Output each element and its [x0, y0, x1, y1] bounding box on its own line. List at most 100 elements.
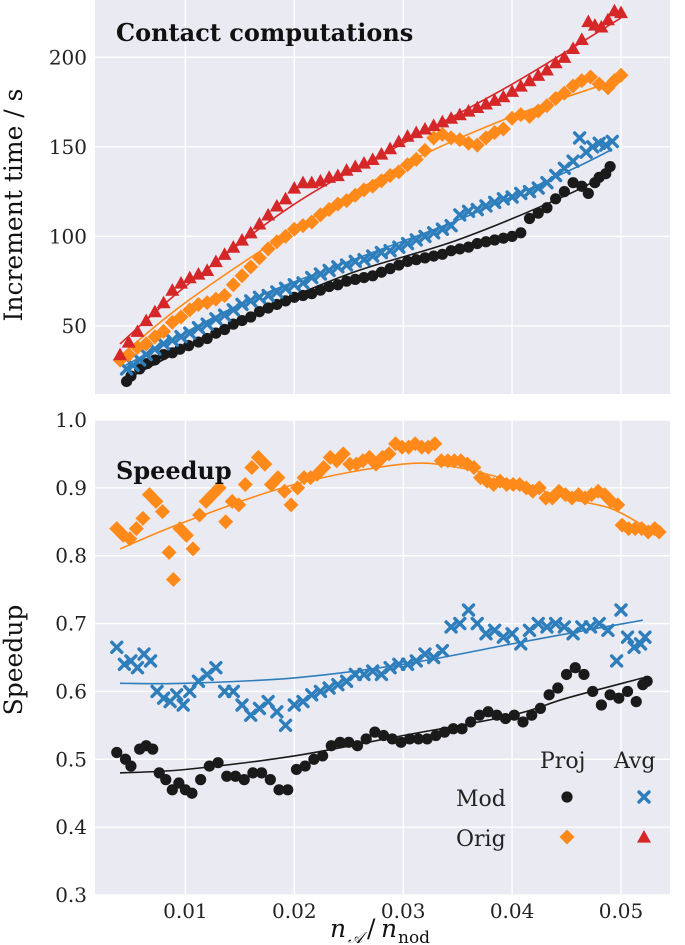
- top-point-mod-proj: [550, 193, 562, 205]
- bottom-point-mod: [604, 689, 616, 701]
- top-point-mod-avg: [605, 134, 619, 149]
- bottom-point-avg: [470, 616, 484, 631]
- top-point-mod-avg: [296, 276, 310, 290]
- x-axis-label-numerator: n: [330, 914, 346, 943]
- bottom-point-mod: [447, 723, 459, 735]
- top-point-mod-proj: [125, 370, 137, 382]
- top-point-mod-proj: [523, 212, 536, 225]
- bottom-point-mod: [247, 767, 259, 779]
- top-point-orig-proj: [217, 288, 233, 303]
- top-point-orig-avg: [435, 114, 450, 128]
- bottom-point-mod: [456, 723, 468, 735]
- top-point-mod-proj: [340, 275, 353, 287]
- top-point-mod-avg: [470, 202, 484, 217]
- top-point-mod-avg: [522, 184, 537, 199]
- bottom-point-avg: [143, 654, 158, 668]
- top-point-mod-avg: [305, 270, 319, 285]
- top-point-mod-avg: [400, 236, 415, 251]
- bottom-point-orig: [283, 497, 299, 513]
- top-point-orig-avg: [243, 225, 258, 239]
- top-point-orig-proj: [417, 142, 433, 158]
- top-panel-title: Contact computations: [116, 18, 413, 47]
- top-point-orig-proj: [487, 125, 503, 141]
- bottom-point-mod: [212, 757, 224, 769]
- bottom-point-orig: [610, 497, 626, 513]
- top-point-mod-proj: [262, 302, 274, 314]
- top-point-orig-avg: [226, 240, 241, 253]
- top-point-orig-avg: [594, 19, 609, 33]
- bottom-point-avg: [226, 684, 241, 699]
- bottom-point-avg: [548, 616, 563, 631]
- legend-marker-orig-proj: [559, 829, 575, 845]
- top-point-orig-proj: [156, 323, 172, 339]
- bottom-y-tick-label: 0.9: [55, 476, 87, 500]
- top-point-orig-avg: [130, 324, 145, 337]
- bottom-point-avg: [444, 620, 458, 634]
- top-point-mod-avg: [200, 317, 214, 331]
- bottom-point-avg: [130, 660, 145, 675]
- bottom-y-tick-label: 1.0: [55, 408, 87, 432]
- x-tick-label: 0.05: [599, 899, 644, 923]
- top-point-orig-avg: [426, 118, 441, 131]
- bottom-point-avg: [261, 694, 275, 709]
- top-point-mod-proj: [419, 252, 431, 264]
- top-point-orig-proj: [278, 228, 294, 244]
- bottom-point-avg: [601, 623, 615, 638]
- bottom-point-avg: [418, 647, 432, 661]
- bottom-point-mod: [308, 753, 320, 765]
- bottom-point-mod: [534, 702, 547, 714]
- bottom-point-avg: [531, 616, 545, 631]
- bottom-point-orig: [135, 510, 151, 526]
- bottom-point-mod: [229, 770, 242, 782]
- bottom-point-avg: [435, 644, 450, 658]
- top-point-mod-proj: [506, 230, 518, 242]
- bottom-point-mod: [412, 733, 425, 745]
- top-point-orig-proj: [121, 347, 137, 363]
- top-point-mod-avg: [226, 303, 241, 317]
- top-y-axis-label: Increment time / s: [0, 88, 28, 321]
- top-point-orig-avg: [522, 73, 537, 87]
- x-tick-label: 0.03: [381, 899, 426, 923]
- top-point-mod-proj: [471, 237, 483, 250]
- bottom-point-mod: [273, 784, 285, 796]
- top-point-mod-proj: [367, 270, 379, 282]
- top-point-mod-avg: [357, 252, 371, 267]
- bottom-point-avg: [383, 660, 397, 675]
- legend-header-avg: Avg: [613, 749, 656, 774]
- top-point-mod-avg: [165, 333, 180, 347]
- top-point-orig-avg: [200, 263, 215, 277]
- top-point-mod-proj: [515, 227, 527, 239]
- top-point-orig-avg: [278, 191, 293, 205]
- bottom-y-tick-label: 0.4: [55, 815, 87, 839]
- top-point-mod-avg: [435, 222, 450, 236]
- bottom-point-mod: [238, 774, 250, 786]
- top-point-orig-avg: [505, 84, 520, 97]
- top-point-mod-avg: [418, 229, 432, 244]
- bottom-point-avg: [357, 667, 371, 682]
- bottom-point-mod: [111, 746, 123, 759]
- top-point-mod-avg: [217, 308, 232, 322]
- top-point-mod-proj: [567, 177, 579, 189]
- bottom-point-orig: [270, 470, 286, 486]
- top-point-mod-proj: [410, 254, 422, 266]
- bottom-point-mod: [630, 696, 642, 708]
- bottom-point-orig: [466, 460, 482, 475]
- bottom-point-avg: [322, 681, 336, 695]
- bottom-point-orig: [185, 541, 201, 557]
- bottom-point-mod: [147, 743, 159, 755]
- bottom-fit-line-mod: [119, 677, 644, 774]
- bottom-point-orig: [316, 460, 332, 475]
- top-point-mod-proj: [393, 259, 405, 271]
- bottom-point-avg: [609, 654, 624, 668]
- bottom-point-mod: [186, 787, 198, 799]
- top-point-mod-avg: [235, 297, 249, 312]
- bottom-point-mod: [482, 706, 494, 718]
- top-point-orig-proj: [613, 67, 629, 83]
- top-point-mod-avg: [365, 249, 380, 263]
- bottom-point-mod: [343, 736, 355, 748]
- top-plot-area: [95, 0, 670, 394]
- x-axis-label-slash: /: [367, 914, 376, 943]
- bottom-point-mod: [552, 682, 564, 694]
- bottom-point-mod: [613, 692, 625, 704]
- bottom-point-mod: [264, 774, 276, 786]
